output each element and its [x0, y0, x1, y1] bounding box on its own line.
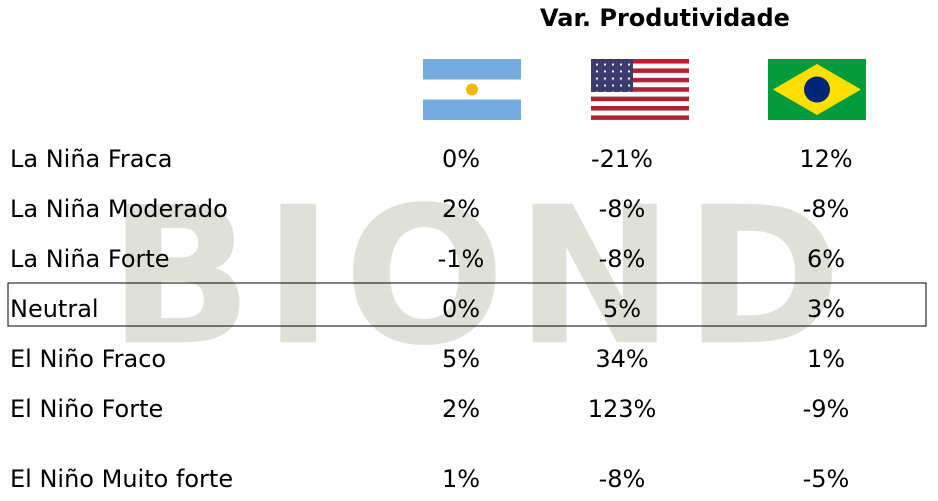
row-label: La Niña Forte: [10, 245, 170, 273]
cell-value: 1%: [807, 345, 845, 373]
row-label: Neutral: [10, 295, 99, 323]
cell-value: -8%: [599, 245, 646, 273]
cell-value: 6%: [807, 245, 845, 273]
table: La Niña Fraca 0% -21% 12% La Niña Moderado 2%…: [10, 145, 853, 493]
cell-value: -9%: [803, 395, 850, 423]
cell-value: 0%: [442, 145, 480, 173]
cell-value: 12%: [799, 145, 852, 173]
cell-value: 34%: [595, 345, 648, 373]
cell-value: 2%: [442, 395, 480, 423]
row-label: El Niño Fraco: [10, 345, 166, 373]
cell-value: -8%: [803, 195, 850, 223]
cell-value: 5%: [442, 345, 480, 373]
cell-value: -8%: [599, 465, 646, 493]
flag-usa: [591, 59, 689, 120]
cell-value: 1%: [442, 465, 480, 493]
cell-value: 3%: [807, 295, 845, 323]
cell-value: -8%: [599, 195, 646, 223]
flag-brazil: [768, 59, 866, 120]
cell-value: 5%: [603, 295, 641, 323]
cell-value: 0%: [442, 295, 480, 323]
cell-value: -5%: [803, 465, 850, 493]
row-label: El Niño Muito forte: [10, 465, 233, 493]
watermark: BIOND: [108, 166, 852, 387]
row-label: La Niña Fraca: [10, 145, 172, 173]
cell-value: 123%: [588, 395, 657, 423]
row-label: La Niña Moderado: [10, 195, 228, 223]
table-title: Var. Produtividade: [540, 4, 790, 32]
row-label: El Niño Forte: [10, 395, 163, 423]
highlight-box: [7, 282, 927, 327]
cell-value: -1%: [438, 245, 485, 273]
cell-value: 2%: [442, 195, 480, 223]
cell-value: -21%: [591, 145, 653, 173]
flag-argentina: [423, 59, 521, 120]
